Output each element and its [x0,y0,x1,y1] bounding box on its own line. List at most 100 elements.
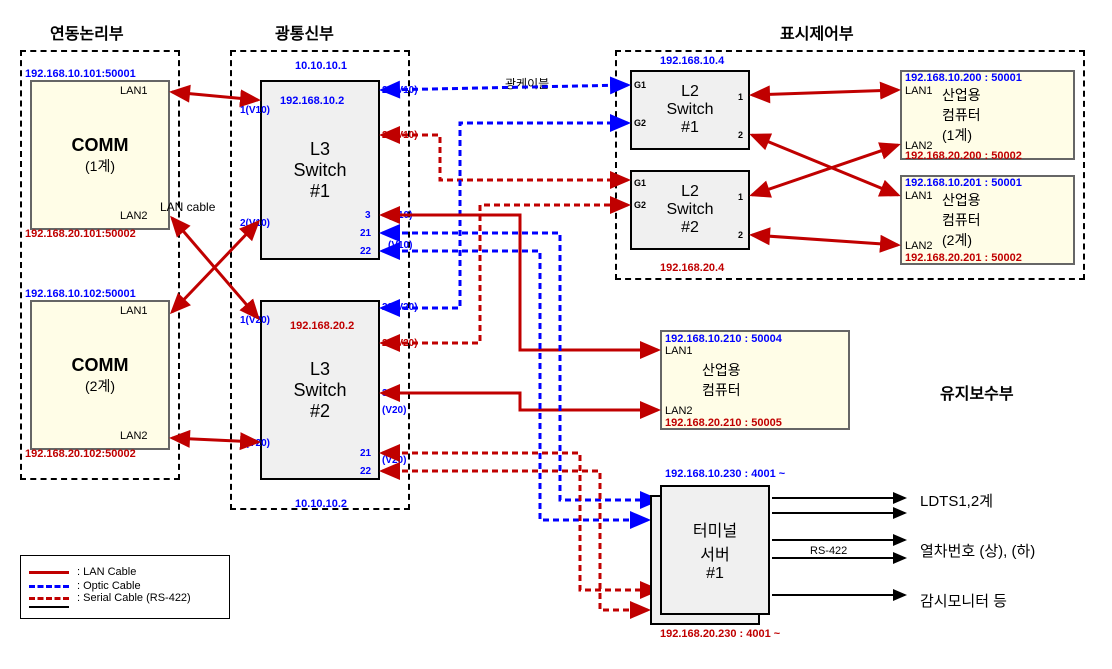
l2s1-ip: 192.168.10.4 [660,55,724,67]
section-maintenance-label: 유지보수부 [940,380,1014,404]
l3s1-v10a: (V10) [388,210,412,221]
ind3-ip1: 192.168.10.210 : 50004 [665,333,782,345]
legend-optic-swatch-blue [29,585,69,588]
l2s1-l1: L2 [681,83,699,101]
l2s2-l2: Switch [666,201,713,219]
l2s1-l3: #1 [681,119,699,137]
l2s2-p2: 2 [738,230,743,240]
l2s2-g2: G2 [634,200,646,210]
train-label: 열차번호 (상), (하) [920,540,1035,561]
l3s2-l1: L3 [310,359,330,380]
ldts-label: LDTS1,2계 [920,490,993,511]
l2s2-p1: 1 [738,192,743,202]
comm2-node: COMM (2계) [30,300,170,450]
l3s1-v10b: (V10) [388,240,412,251]
comm2-sub: (2계) [85,376,115,396]
l2s1-g2: G2 [634,118,646,128]
l3s2-v20a: (V20) [382,455,406,466]
l2s1-l2: Switch [666,101,713,119]
comm2-title: COMM [72,355,129,376]
ind1-ip1: 192.168.10.200 : 50001 [905,72,1022,84]
term-ip-top: 192.168.10.230 : 4001 ~ [665,468,785,480]
ind3-l1: 산업용 [702,360,741,380]
l2-switch1-node: L2 Switch #1 [630,70,750,150]
comm2-ip-lan1: 192.168.10.102:50001 [25,288,136,300]
l2-switch2-node: L2 Switch #2 [630,170,750,250]
ind3-lan1: LAN1 [665,345,693,357]
section-display-label: 표시제어부 [780,20,854,44]
comm1-node: COMM (1계) [30,80,170,230]
l3s1-port23: 23(V10) [382,85,418,96]
ind2-lan2: LAN2 [905,240,933,252]
l3s1-port2: 2(V10) [240,218,270,229]
ind3-lan2: LAN2 [665,405,693,417]
l3s1-port22: 22 [360,246,371,257]
rs422-label: RS-422 [810,545,847,557]
comm1-ip-lan2: 192.168.20.101:50002 [25,228,136,240]
l3s2-port23: 23(V20) [382,302,418,313]
term-l3: #1 [706,565,724,583]
ind2-l2: 컴퓨터 [942,210,981,230]
l3s1-port24: 24(V10) [382,130,418,141]
legend-serial-text: : Serial Cable (RS-422) [77,592,191,604]
comm2-lan2-label: LAN2 [120,430,148,442]
l2s1-p2: 2 [738,130,743,140]
l3s2-port22: 22 [360,466,371,477]
ind1-ip2: 192.168.20.200 : 50002 [905,150,1022,162]
ind2-l1: 산업용 [942,190,981,210]
ind3-ip2: 192.168.20.210 : 50005 [665,417,782,429]
term-ip-bot: 192.168.20.230 : 4001 ~ [660,628,780,640]
l3s2-ip: 192.168.20.2 [290,320,354,332]
l2s2-l1: L2 [681,183,699,201]
ind2-lan1: LAN1 [905,190,933,202]
optic-cable-label: 광케이블 [505,75,549,92]
term-l2: 서버 [700,541,729,565]
legend-lan-swatch [29,571,69,574]
comm2-ip-lan2: 192.168.20.102:50002 [25,448,136,460]
section-logic-label: 연동논리부 [50,20,124,44]
comm2-lan1-label: LAN1 [120,305,148,317]
l3s1-port3: 3 [365,210,371,221]
ind3-l2: 컴퓨터 [702,380,741,400]
legend-box: : LAN Cable : Optic Cable : Serial Cable… [20,555,230,619]
legend-lan: : LAN Cable [29,566,221,578]
term-server-node: 터미널 서버 #1 [660,485,770,615]
comm1-sub: (1계) [85,156,115,176]
l3s2-v20: (V20) [382,405,406,416]
l3s2-l3: #2 [310,401,330,422]
l3s2-ip-bot: 10.10.10.2 [295,498,347,510]
l2s1-p1: 1 [738,92,743,102]
term-l1: 터미널 [693,517,737,541]
l3s1-ip: 192.168.10.2 [280,95,344,107]
legend-lan-text: : LAN Cable [77,566,136,578]
ind1-l2: 컴퓨터 [942,105,981,125]
ind1-l3: (1계) [942,125,972,145]
legend-optic-swatch-red [29,597,69,600]
l3s2-l2: Switch [293,380,346,401]
l3s1-l1: L3 [310,139,330,160]
l3s1-ip-top: 10.10.10.1 [295,60,347,72]
l2s2-g1: G1 [634,178,646,188]
legend-optic-text: : Optic Cable [77,580,141,592]
l3s2-port1: 1(V20) [240,315,270,326]
ind1-lan1: LAN1 [905,85,933,97]
comm1-ip-lan1: 192.168.10.101:50001 [25,68,136,80]
l3s1-l2: Switch [293,160,346,181]
legend-serial-swatch [29,606,69,608]
l3s1-port1: 1(V10) [240,105,270,116]
l3s2-port21: 21 [360,448,371,459]
comm1-title: COMM [72,135,129,156]
ind1-l1: 산업용 [942,85,981,105]
comm1-lan2-label: LAN2 [120,210,148,222]
legend-optic: : Optic Cable [29,580,221,592]
monitor-label: 감시모니터 등 [920,590,1007,611]
ind2-l3: (2계) [942,230,972,250]
l2s2-l3: #2 [681,219,699,237]
section-optical-label: 광통신부 [275,20,334,44]
l2s2-ip: 192.168.20.4 [660,262,724,274]
l3s2-port24: 24(V20) [382,338,418,349]
comm1-lan1-label: LAN1 [120,85,148,97]
l2s1-g1: G1 [634,80,646,90]
ind2-ip2: 192.168.20.201 : 50002 [905,252,1022,264]
lan-cable-label: LAN cable [160,200,215,214]
